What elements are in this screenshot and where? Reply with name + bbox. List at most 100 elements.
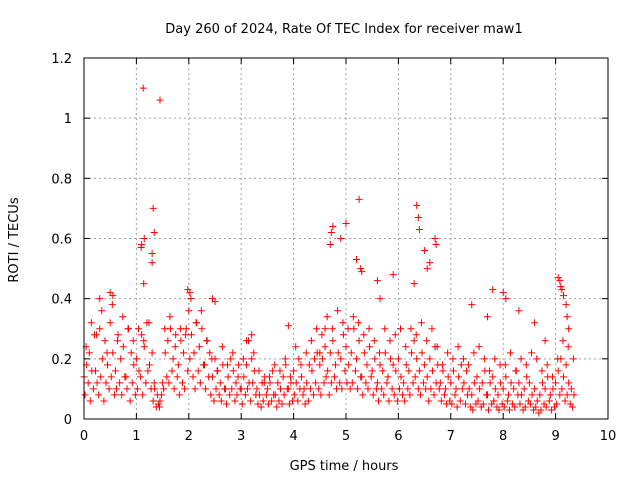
data-point — [365, 325, 373, 333]
data-point — [556, 277, 564, 285]
data-point — [499, 289, 507, 297]
data-point — [89, 385, 97, 393]
data-point — [533, 397, 541, 405]
data-point — [538, 367, 546, 375]
data-point — [170, 385, 178, 393]
data-point — [285, 400, 293, 408]
data-point — [455, 373, 463, 381]
data-point — [277, 385, 284, 393]
data-point — [457, 361, 465, 369]
data-point — [352, 355, 360, 363]
data-point — [130, 361, 138, 369]
data-point — [468, 301, 476, 309]
data-point — [428, 325, 436, 333]
data-point — [425, 397, 433, 405]
data-point — [194, 367, 202, 375]
data-point — [373, 379, 381, 387]
data-point — [454, 343, 462, 351]
data-point — [248, 355, 256, 363]
data-point — [334, 307, 342, 315]
data-point — [521, 403, 529, 411]
data-point — [380, 391, 388, 399]
data-point — [469, 406, 477, 414]
data-point — [370, 337, 378, 345]
data-point — [238, 400, 246, 408]
data-point — [134, 325, 142, 333]
data-point — [470, 379, 478, 387]
data-point — [362, 379, 370, 387]
data-point — [418, 349, 426, 357]
data-point — [253, 385, 261, 393]
data-point — [81, 391, 89, 399]
y-tick-label: 1 — [64, 112, 72, 127]
data-point — [270, 391, 278, 399]
data-point — [121, 373, 129, 381]
data-point — [528, 391, 536, 399]
data-point — [515, 307, 523, 315]
axis-ticks — [83, 57, 609, 420]
data-point — [322, 373, 330, 381]
data-point — [371, 355, 379, 363]
data-point — [187, 295, 195, 303]
data-point — [570, 391, 578, 399]
data-point — [386, 337, 394, 345]
data-point — [248, 331, 256, 339]
data-point — [283, 385, 291, 393]
data-point — [312, 379, 320, 387]
data-point — [355, 337, 363, 345]
y-tick-labels: 0 0.2 0.4 0.6 0.8 1 1.2 — [51, 52, 72, 428]
data-point — [458, 385, 466, 393]
data-point — [139, 84, 147, 92]
data-point — [537, 406, 545, 414]
data-point — [344, 325, 352, 333]
x-tick-label: 7 — [447, 429, 455, 444]
data-point — [235, 361, 243, 369]
data-point — [223, 400, 231, 408]
data-point — [435, 385, 443, 393]
data-point — [441, 391, 449, 399]
data-point — [206, 349, 214, 357]
data-point — [259, 397, 267, 405]
data-point — [297, 373, 305, 381]
data-point — [257, 403, 265, 411]
data-point — [357, 265, 365, 273]
data-point — [224, 373, 232, 381]
data-point — [325, 391, 333, 399]
data-point — [456, 397, 464, 405]
data-point — [565, 325, 573, 333]
data-point — [156, 397, 164, 405]
data-point — [417, 319, 425, 327]
data-point — [413, 355, 421, 363]
data-point — [376, 349, 384, 357]
data-point — [559, 337, 567, 345]
data-point — [150, 379, 158, 387]
data-point — [514, 391, 522, 399]
data-point — [84, 379, 92, 387]
data-point — [179, 379, 187, 387]
data-point — [315, 385, 323, 393]
data-point — [476, 385, 484, 393]
data-point — [410, 337, 418, 345]
data-point — [515, 379, 523, 387]
data-point — [328, 325, 336, 333]
data-point — [118, 391, 126, 399]
data-point — [176, 325, 184, 333]
data-point — [480, 355, 488, 363]
data-point — [485, 406, 493, 414]
data-point — [149, 204, 157, 212]
data-point — [158, 391, 166, 399]
data-point — [114, 337, 122, 345]
data-point — [276, 367, 284, 375]
data-point — [149, 397, 157, 405]
data-point — [284, 322, 292, 330]
data-point — [531, 385, 539, 393]
data-point — [478, 379, 486, 387]
data-point — [137, 373, 145, 381]
data-point — [507, 379, 515, 387]
data-point — [323, 313, 331, 321]
data-point — [232, 379, 240, 387]
x-tick-label: 8 — [499, 429, 507, 444]
data-point — [449, 367, 457, 375]
data-point — [327, 228, 335, 236]
data-point — [190, 349, 198, 357]
